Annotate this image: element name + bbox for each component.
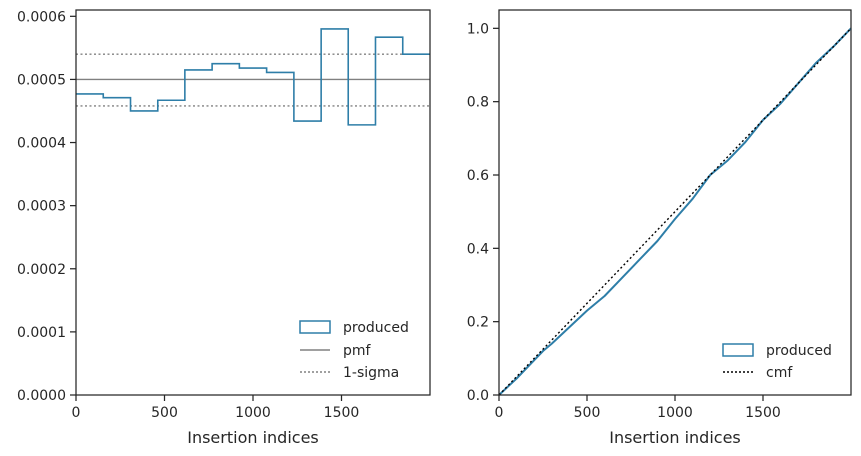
y-tick-label: 0.0005 <box>17 72 66 88</box>
y-tick-label: 0.8 <box>467 95 489 111</box>
x-tick-label: 1000 <box>657 405 693 421</box>
left-x-axis-label: Insertion indices <box>187 428 319 447</box>
x-tick-label: 1000 <box>235 405 271 421</box>
left-legend: produced pmf 1-sigma <box>299 320 409 381</box>
x-tick-label: 500 <box>151 405 178 421</box>
y-tick-label: 0.0002 <box>17 262 66 278</box>
right-y-ticks: 0.0 0.2 0.4 0.6 0.8 1.0 <box>467 21 499 404</box>
legend-pmf-label: pmf <box>343 343 372 359</box>
right-axes-frame <box>498 9 852 396</box>
y-tick-label: 1.0 <box>467 21 489 37</box>
y-tick-label: 0.0 <box>467 388 489 404</box>
legend-cmf-label: cmf <box>766 365 793 381</box>
legend-produced-swatch <box>722 343 754 357</box>
y-tick-label: 0.0006 <box>17 9 66 25</box>
y-tick-label: 0.0004 <box>17 136 66 152</box>
left-x-ticks: 0 500 1000 1500 <box>72 395 360 421</box>
y-tick-label: 0.2 <box>467 315 489 331</box>
right-x-axis-label: Insertion indices <box>609 428 741 447</box>
x-tick-label: 500 <box>574 405 601 421</box>
cmf-lines <box>498 27 852 396</box>
legend-produced-swatch <box>299 320 331 334</box>
x-tick-label: 1500 <box>324 405 360 421</box>
right-x-ticks: 0 500 1000 1500 <box>495 395 781 421</box>
produced-histogram <box>76 28 430 126</box>
legend-1-sigma-label: 1-sigma <box>343 365 399 381</box>
legend-produced-label: produced <box>766 343 832 359</box>
right-legend: produced cmf <box>722 343 832 381</box>
y-tick-label: 0.6 <box>467 168 489 184</box>
produced-step-line <box>76 28 430 126</box>
y-tick-label: 0.0000 <box>17 388 66 404</box>
y-tick-label: 0.4 <box>467 241 489 257</box>
x-tick-label: 1500 <box>745 405 781 421</box>
pmf-panel: 0 500 1000 1500 0.00000.00010.00020.00030.0… <box>17 9 431 447</box>
y-tick-label: 0.0001 <box>17 325 66 341</box>
x-tick-label: 0 <box>72 405 81 421</box>
cmf-panel: 0 500 1000 1500 0.0 0.2 0.4 0.6 0.8 1.0 Insertio… <box>467 9 852 447</box>
pmf-reference-lines <box>76 53 430 107</box>
cmf-line <box>498 27 852 396</box>
y-tick-label: 0.0003 <box>17 199 66 215</box>
legend-produced-label: produced <box>343 320 409 336</box>
left-y-ticks: 0.0000 0.0001 0.0002 0.0003 0.0004 0.0005 0.00… <box>17 9 76 404</box>
x-tick-label: 0 <box>495 405 504 421</box>
